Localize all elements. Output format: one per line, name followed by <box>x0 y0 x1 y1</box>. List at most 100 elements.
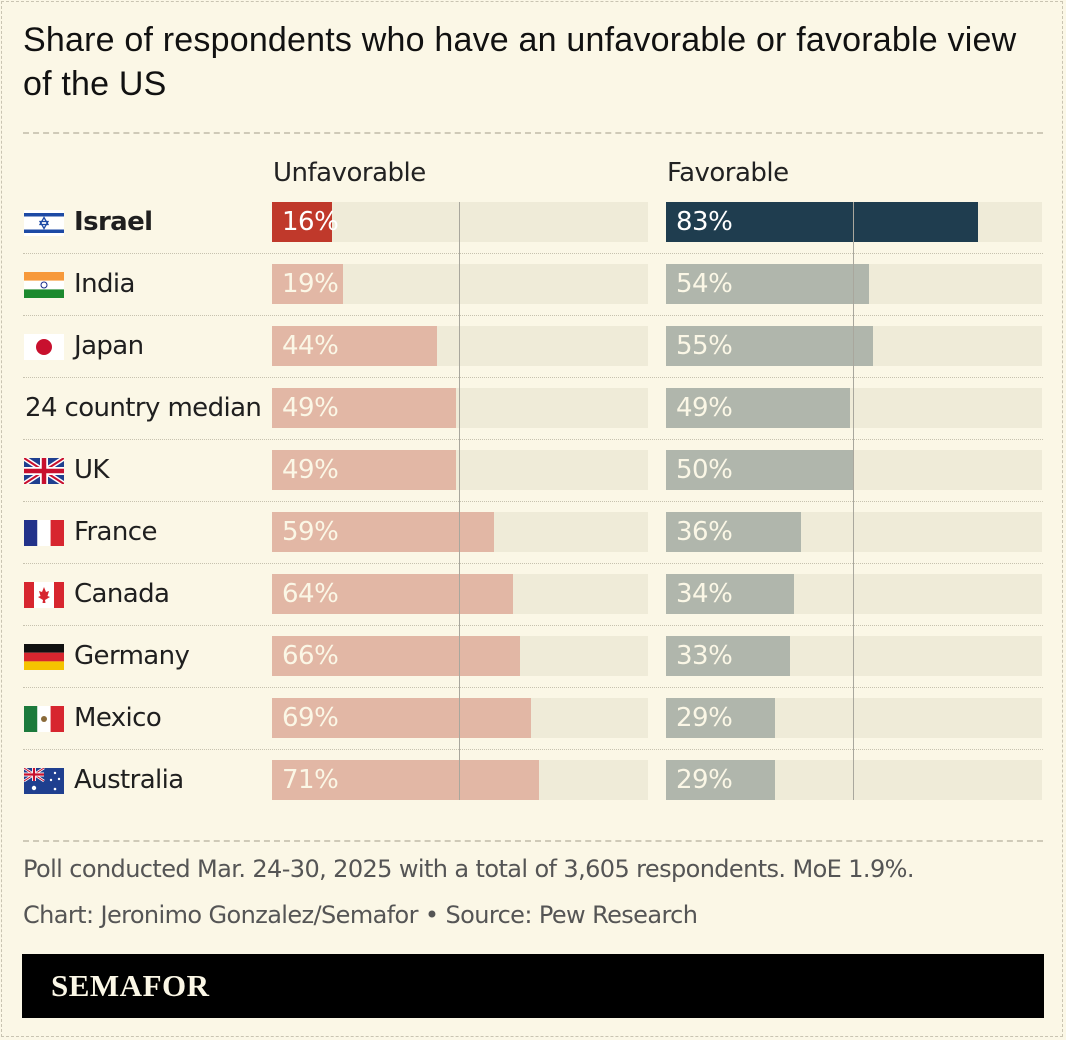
row-separator <box>23 749 1043 750</box>
country-label: 24 country median <box>25 393 262 423</box>
favorable-bar <box>666 698 775 738</box>
france-flag-icon <box>24 520 64 546</box>
unfavorable-bar <box>272 326 437 366</box>
favorable-value-label: 29% <box>676 765 733 795</box>
unfavorable-track: 59% <box>272 512 648 552</box>
favorable-bar <box>666 636 790 676</box>
row-israel: Israel 16% 83% <box>23 202 1043 242</box>
favorable-bar <box>666 202 978 242</box>
unfavorable-value-label: 66% <box>282 641 339 671</box>
favorable-track: 29% <box>666 698 1042 738</box>
favorable-track: 29% <box>666 760 1042 800</box>
row-canada: Canada 64% 34% <box>23 574 1043 614</box>
israel-flag-icon <box>24 210 64 236</box>
poll-note: Poll conducted Mar. 24-30, 2025 with a t… <box>23 855 914 883</box>
country-label: India <box>74 269 135 299</box>
semafor-logo: SEMAFOR <box>51 968 210 1003</box>
favorable-track: 54% <box>666 264 1042 304</box>
unfavorable-track: 66% <box>272 636 648 676</box>
favorable-value-label: 55% <box>676 331 733 361</box>
row-separator <box>23 439 1043 440</box>
favorable-value-label: 49% <box>676 393 733 423</box>
row-australia: Australia 71% 29% <box>23 760 1043 800</box>
favorable-track: 55% <box>666 326 1042 366</box>
footer-bar: SEMAFOR <box>22 954 1044 1018</box>
unfavorable-bar <box>272 512 494 552</box>
unfavorable-value-label: 71% <box>282 765 339 795</box>
country-label: Japan <box>74 331 144 361</box>
favorable-track: 50% <box>666 450 1042 490</box>
favorable-track: 36% <box>666 512 1042 552</box>
unfavorable-50-reference-line <box>459 202 460 800</box>
row-separator <box>23 563 1043 564</box>
country-label: Israel <box>74 207 153 237</box>
unfavorable-value-label: 49% <box>282 455 339 485</box>
favorable-bar <box>666 574 794 614</box>
country-label: Australia <box>74 765 184 795</box>
unfavorable-bar <box>272 574 513 614</box>
favorable-value-label: 83% <box>676 207 733 237</box>
favorable-track: 34% <box>666 574 1042 614</box>
row-germany: Germany 66% 33% <box>23 636 1043 676</box>
unfavorable-value-label: 49% <box>282 393 339 423</box>
country-label: UK <box>74 455 109 485</box>
favorable-header: Favorable <box>667 158 789 188</box>
unfavorable-value-label: 69% <box>282 703 339 733</box>
favorable-value-label: 29% <box>676 703 733 733</box>
favorable-bar <box>666 326 873 366</box>
unfavorable-track: 49% <box>272 388 648 428</box>
unfavorable-value-label: 16% <box>282 207 339 237</box>
unfavorable-header: Unfavorable <box>273 158 426 188</box>
germany-flag-icon <box>24 644 64 670</box>
unfavorable-track: 16% <box>272 202 648 242</box>
unfavorable-value-label: 19% <box>282 269 339 299</box>
favorable-track: 49% <box>666 388 1042 428</box>
unfavorable-bar <box>272 388 456 428</box>
favorable-50-reference-line <box>853 202 854 800</box>
unfavorable-track: 49% <box>272 450 648 490</box>
row-separator <box>23 687 1043 688</box>
unfavorable-track: 19% <box>272 264 648 304</box>
japan-flag-icon <box>24 334 64 360</box>
unfavorable-track: 64% <box>272 574 648 614</box>
country-label: Mexico <box>74 703 162 733</box>
favorable-bar <box>666 450 854 490</box>
favorable-value-label: 50% <box>676 455 733 485</box>
row-uk: UK 49% 50% <box>23 450 1043 490</box>
row-separator <box>23 315 1043 316</box>
row-france: France 59% 36% <box>23 512 1043 552</box>
row-india: India 19% 54% <box>23 264 1043 304</box>
uk-flag-icon <box>24 458 64 484</box>
unfavorable-value-label: 59% <box>282 517 339 547</box>
unfavorable-track: 69% <box>272 698 648 738</box>
row-24-country-median: 24 country median 49% 49% <box>23 388 1043 428</box>
unfavorable-bar <box>272 698 531 738</box>
top-divider <box>23 132 1043 134</box>
unfavorable-bar <box>272 202 332 242</box>
unfavorable-value-label: 44% <box>282 331 339 361</box>
unfavorable-track: 44% <box>272 326 648 366</box>
chart-title: Share of respondents who have an unfavor… <box>23 21 1017 103</box>
country-label: France <box>74 517 157 547</box>
bottom-divider <box>23 840 1043 842</box>
unfavorable-bar <box>272 264 343 304</box>
row-japan: Japan 44% 55% <box>23 326 1043 366</box>
unfavorable-track: 71% <box>272 760 648 800</box>
favorable-value-label: 34% <box>676 579 733 609</box>
india-flag-icon <box>24 272 64 298</box>
unfavorable-bar <box>272 760 539 800</box>
row-separator <box>23 253 1043 254</box>
row-separator <box>23 625 1043 626</box>
credit-note: Chart: Jeronimo Gonzalez/Semafor • Sourc… <box>23 901 698 929</box>
favorable-bar <box>666 264 869 304</box>
country-label: Canada <box>74 579 170 609</box>
row-mexico: Mexico 69% 29% <box>23 698 1043 738</box>
favorable-bar <box>666 512 801 552</box>
favorable-track: 33% <box>666 636 1042 676</box>
favorable-value-label: 33% <box>676 641 733 671</box>
row-separator <box>23 377 1043 378</box>
canada-flag-icon <box>24 582 64 608</box>
country-label: Germany <box>74 641 190 671</box>
mexico-flag-icon <box>24 706 64 732</box>
